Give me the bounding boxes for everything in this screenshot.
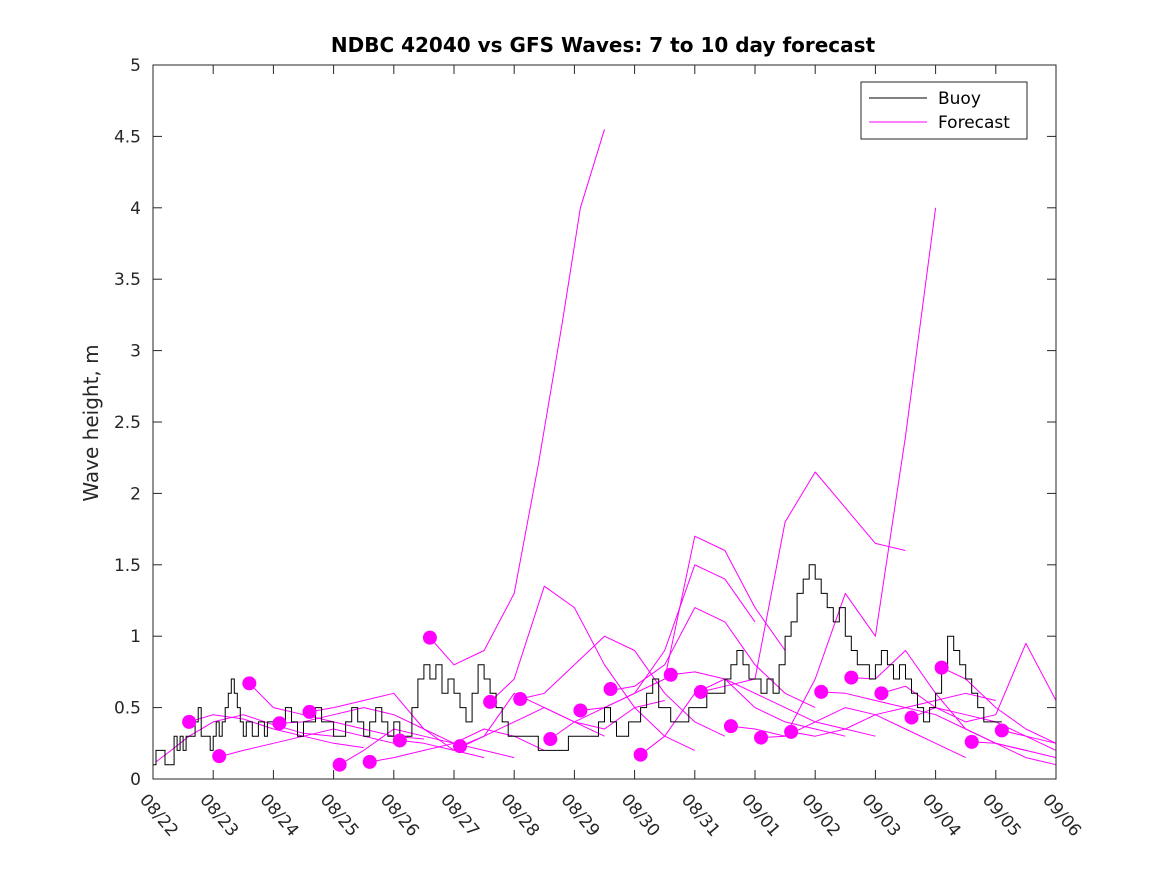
forecast-line-12 <box>520 635 726 737</box>
forecast-line-14 <box>580 535 786 711</box>
forecast-marker <box>934 660 949 675</box>
forecast-marker <box>603 682 618 697</box>
forecast-marker <box>242 676 257 691</box>
forecast-marker <box>392 733 407 748</box>
forecast-marker <box>784 724 799 739</box>
forecast-marker <box>513 692 528 707</box>
forecast-line-17 <box>670 671 876 737</box>
forecast-line-24 <box>881 642 1057 723</box>
y-tick-label: 4 <box>130 199 141 219</box>
legend: Buoy Forecast <box>860 81 1028 140</box>
y-axis-label: Wave height, m <box>79 344 103 501</box>
forecast-line-19 <box>730 207 937 737</box>
forecast-line-18 <box>700 471 906 693</box>
forecast-line-13 <box>550 564 756 740</box>
y-tick-label: 3 <box>130 342 141 362</box>
forecast-line-15 <box>610 607 816 709</box>
forecast-marker <box>302 704 317 719</box>
forecast-marker <box>844 670 859 685</box>
forecast-line-27 <box>971 741 1057 759</box>
y-tick-label: 2 <box>130 484 141 504</box>
y-tick-label: 1 <box>130 627 141 647</box>
forecast-marker <box>332 757 347 772</box>
forecast-marker <box>422 630 437 645</box>
forecast-line-21 <box>791 692 996 737</box>
forecast-line-1 <box>188 714 364 749</box>
plot-area: 00.511.522.533.544.55 08/22 08/23 08/24 08/… <box>114 56 1085 841</box>
y-tick-label: 3.5 <box>114 270 141 290</box>
forecast-marker <box>272 716 287 731</box>
forecast-line-26 <box>941 667 1057 744</box>
forecast-marker <box>693 684 708 699</box>
legend-forecast-label: Forecast <box>938 113 1010 133</box>
y-axis: 0 0.5 1 1.5 2 2.5 3 3.5 4 4.5 5 <box>114 56 1056 790</box>
forecast-line-25 <box>911 707 1057 751</box>
forecast-marker <box>633 747 648 762</box>
forecast-line-10 <box>459 692 665 747</box>
forecast-marker <box>874 686 889 701</box>
forecast-line-28 <box>1001 729 1057 744</box>
forecast-marker <box>904 710 919 725</box>
y-tick-label: 2.5 <box>114 413 141 433</box>
forecast-marker <box>573 703 588 718</box>
forecast-marker <box>994 723 1009 738</box>
forecast-marker <box>754 730 769 745</box>
legend-buoy-label: Buoy <box>938 89 981 109</box>
chart-title: NDBC 42040 vs GFS Waves: 7 to 10 day for… <box>331 33 876 57</box>
forecast-line-9 <box>429 129 605 666</box>
forecast-marker <box>362 754 377 769</box>
forecast-marker <box>182 714 197 729</box>
y-tick-label: 1.5 <box>114 556 141 576</box>
forecast-marker <box>663 667 678 682</box>
y-tick-label: 0 <box>130 770 141 790</box>
forecast-marker <box>212 749 227 764</box>
forecast-markers <box>182 630 1009 772</box>
forecast-line-11 <box>489 585 696 751</box>
forecast-marker <box>723 719 738 734</box>
forecast-marker <box>453 739 468 754</box>
forecast-marker <box>814 684 829 699</box>
axes-background <box>153 65 1056 779</box>
forecast-line-16 <box>640 678 846 756</box>
buoy-series <box>153 564 1002 766</box>
y-tick-label: 5 <box>130 56 141 76</box>
y-tick-label: 4.5 <box>114 127 141 147</box>
legend-box <box>860 81 1028 140</box>
y-tick-label: 0.5 <box>114 699 141 719</box>
forecast-marker <box>543 732 558 747</box>
forecast-marker <box>483 694 498 709</box>
forecast-marker <box>964 734 979 749</box>
buoy-line <box>153 564 1002 766</box>
forecast-line-6 <box>339 728 515 766</box>
